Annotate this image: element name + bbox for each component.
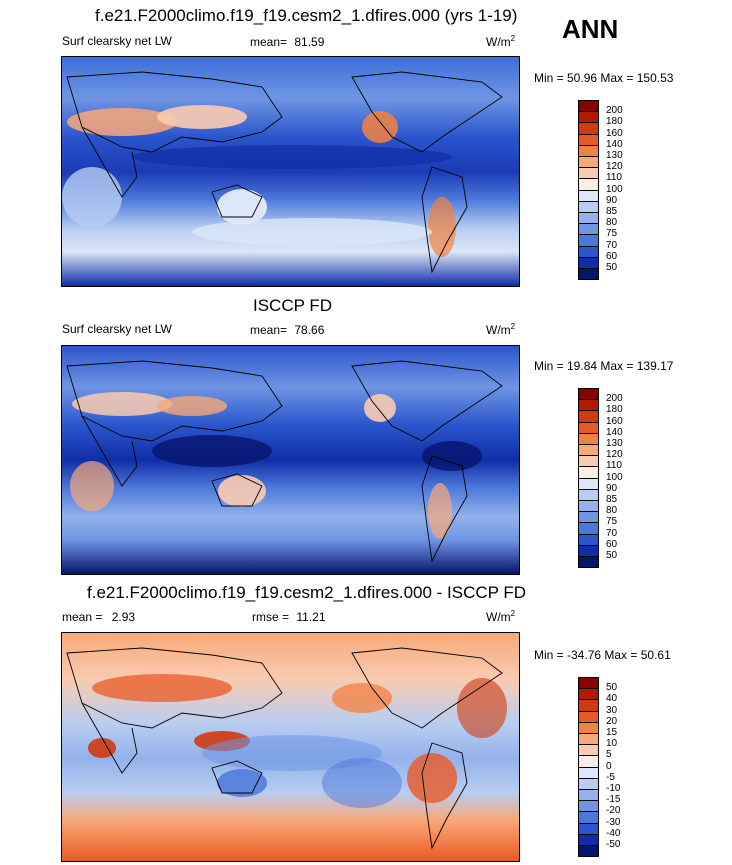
- colorbar-swatch: [578, 268, 599, 281]
- units-text: W/m: [486, 323, 511, 337]
- colorbar-tick-label: 20: [606, 715, 618, 727]
- rmse-stat: rmse = 11.21: [252, 610, 326, 624]
- colorbar-tick-label: 180: [606, 116, 623, 128]
- panel-title: f.e21.F2000climo.f19_f19.cesm2_1.dfires.…: [87, 583, 527, 602]
- units-exponent: 2: [510, 34, 516, 43]
- units-label: W/m2: [486, 34, 515, 49]
- colorbar-tick-label: 50: [606, 550, 618, 561]
- mean-value: 2.93: [111, 610, 136, 624]
- colorbar-tick-label: -20: [606, 805, 621, 817]
- map-field-model: [62, 57, 519, 286]
- colorbar-tick-label: 15: [606, 727, 618, 738]
- colorbar-model: 200 180 160 140 130 120 110 100 90 85 80 75 70 60 50: [578, 100, 638, 281]
- mean-value: 81.59: [294, 35, 325, 49]
- colorbar-tick-label: 130: [606, 438, 623, 449]
- colorbar-tick-label: 180: [606, 404, 623, 416]
- panel-title: ISCCP FD: [253, 296, 333, 315]
- minmax-label: Min = 19.84 Max = 139.17: [534, 359, 674, 373]
- colorbar-tick-label: 120: [606, 449, 623, 461]
- colorbar-tick-label: 70: [606, 239, 618, 251]
- colorbar-tick-label: 30: [606, 704, 618, 716]
- map-field-diff: [62, 633, 519, 861]
- colorbar-tick-label: 0: [606, 760, 612, 772]
- mean-stat: mean= 78.66: [250, 323, 324, 337]
- map-model: [61, 56, 520, 287]
- colorbar-tick-label: 160: [606, 415, 623, 427]
- variable-label: Surf clearsky net LW: [62, 34, 172, 48]
- units-exponent: 2: [510, 322, 516, 331]
- minmax-label: Min = -34.76 Max = 50.61: [534, 648, 671, 662]
- colorbar-tick-label: 70: [606, 527, 618, 539]
- colorbar-tick-label: 80: [606, 217, 618, 229]
- colorbar-tick-label: -30: [606, 816, 621, 828]
- colorbar-swatch: [578, 845, 599, 858]
- mean-label: mean =: [62, 610, 103, 624]
- colorbar-tick-label: 5: [606, 749, 612, 761]
- units-label: W/m2: [486, 609, 515, 624]
- colorbar-tick-label: 200: [606, 393, 623, 405]
- colorbar-swatch: [578, 556, 599, 569]
- colorbar-tick-label: 85: [606, 206, 618, 217]
- rmse-label: rmse =: [252, 610, 290, 624]
- colorbar-tick-label: -15: [606, 794, 621, 806]
- colorbar-diff: 50 40 30 20 15 10 5 0 -5 -10 -15 -20 -30 -40 -50: [578, 677, 638, 858]
- units-label: W/m2: [486, 322, 515, 337]
- colorbar-tick-label: 110: [606, 172, 622, 184]
- colorbar-tick-label: 200: [606, 105, 623, 117]
- colorbar-tick-label: 50: [606, 262, 618, 273]
- colorbar-tick-label: 85: [606, 494, 618, 505]
- colorbar-tick-label: 10: [606, 738, 618, 750]
- colorbar-tick-label: 130: [606, 150, 623, 161]
- colorbar-tick-label: -10: [606, 783, 621, 794]
- colorbar-tick-label: 75: [606, 516, 618, 528]
- colorbar-tick-label: 100: [606, 183, 623, 195]
- units-exponent: 2: [510, 609, 516, 618]
- mean-label: mean=: [250, 323, 288, 337]
- colorbar-tick-label: 100: [606, 471, 623, 483]
- season-label: ANN: [562, 14, 619, 44]
- colorbar-tick-label: 120: [606, 161, 623, 173]
- mean-label: mean=: [250, 35, 288, 49]
- map-obs: [61, 345, 520, 575]
- colorbar-tick-label: 40: [606, 693, 618, 705]
- minmax-label: Min = 50.96 Max = 150.53: [534, 71, 674, 85]
- panel-title: f.e21.F2000climo.f19_f19.cesm2_1.dfires.…: [95, 6, 518, 25]
- colorbar-obs: 200 180 160 140 130 120 110 100 90 85 80 75 70 60 50: [578, 388, 638, 569]
- map-diff: [61, 632, 520, 862]
- mean-value: 78.66: [294, 323, 325, 337]
- colorbar-tick-label: -50: [606, 839, 621, 850]
- rmse-value: 11.21: [296, 610, 326, 624]
- colorbar-tick-label: 60: [606, 250, 618, 262]
- variable-label: Surf clearsky net LW: [62, 322, 172, 336]
- colorbar-tick-label: 140: [606, 138, 623, 150]
- colorbar-tick-label: 160: [606, 127, 623, 139]
- colorbar-tick-label: 50: [606, 682, 618, 694]
- mean-stat: mean= 81.59: [250, 35, 324, 49]
- colorbar-tick-label: 75: [606, 228, 618, 240]
- units-text: W/m: [486, 35, 511, 49]
- mean-stat: mean = 2.93: [62, 610, 135, 624]
- units-text: W/m: [486, 610, 511, 624]
- colorbar-tick-label: 140: [606, 426, 623, 438]
- colorbar-tick-label: 80: [606, 505, 618, 517]
- colorbar-tick-label: 110: [606, 460, 622, 472]
- colorbar-tick-label: -5: [606, 771, 615, 783]
- colorbar-tick-label: 90: [606, 194, 618, 206]
- colorbar-tick-label: -40: [606, 827, 621, 839]
- map-field-obs: [62, 346, 519, 574]
- colorbar-tick-label: 90: [606, 482, 618, 494]
- colorbar-tick-label: 60: [606, 538, 618, 550]
